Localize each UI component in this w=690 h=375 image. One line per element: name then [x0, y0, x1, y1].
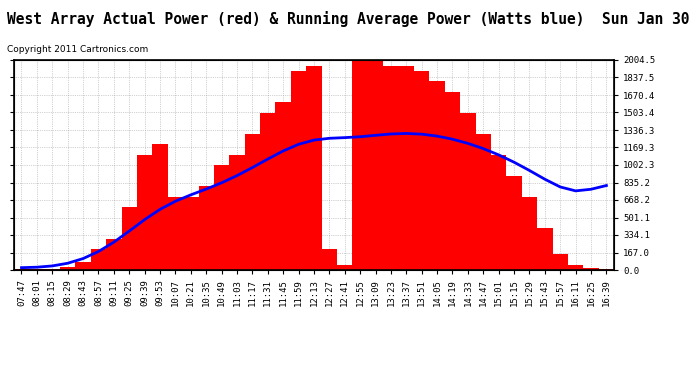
Bar [152, 144, 168, 270]
Bar [60, 267, 75, 270]
Bar [183, 196, 199, 270]
Bar [229, 155, 245, 270]
Bar [353, 60, 368, 270]
Bar [75, 262, 91, 270]
Bar [460, 113, 475, 270]
Bar [399, 66, 414, 270]
Bar [322, 249, 337, 270]
Bar [337, 265, 353, 270]
Bar [260, 113, 275, 270]
Bar [121, 207, 137, 270]
Bar [568, 265, 583, 270]
Bar [583, 268, 599, 270]
Bar [429, 81, 445, 270]
Bar [445, 92, 460, 270]
Bar [275, 102, 291, 270]
Bar [91, 249, 106, 270]
Bar [383, 66, 399, 270]
Bar [414, 71, 429, 270]
Bar [368, 60, 383, 270]
Bar [214, 165, 229, 270]
Bar [506, 176, 522, 270]
Bar [168, 196, 183, 270]
Bar [199, 186, 214, 270]
Bar [491, 155, 506, 270]
Bar [306, 66, 322, 270]
Bar [137, 155, 152, 270]
Bar [537, 228, 553, 270]
Bar [522, 196, 537, 270]
Text: West Array Actual Power (red) & Running Average Power (Watts blue)  Sun Jan 30 1: West Array Actual Power (red) & Running … [7, 11, 690, 27]
Bar [106, 238, 121, 270]
Bar [291, 71, 306, 270]
Bar [245, 134, 260, 270]
Bar [475, 134, 491, 270]
Bar [553, 254, 568, 270]
Text: Copyright 2011 Cartronics.com: Copyright 2011 Cartronics.com [7, 45, 148, 54]
